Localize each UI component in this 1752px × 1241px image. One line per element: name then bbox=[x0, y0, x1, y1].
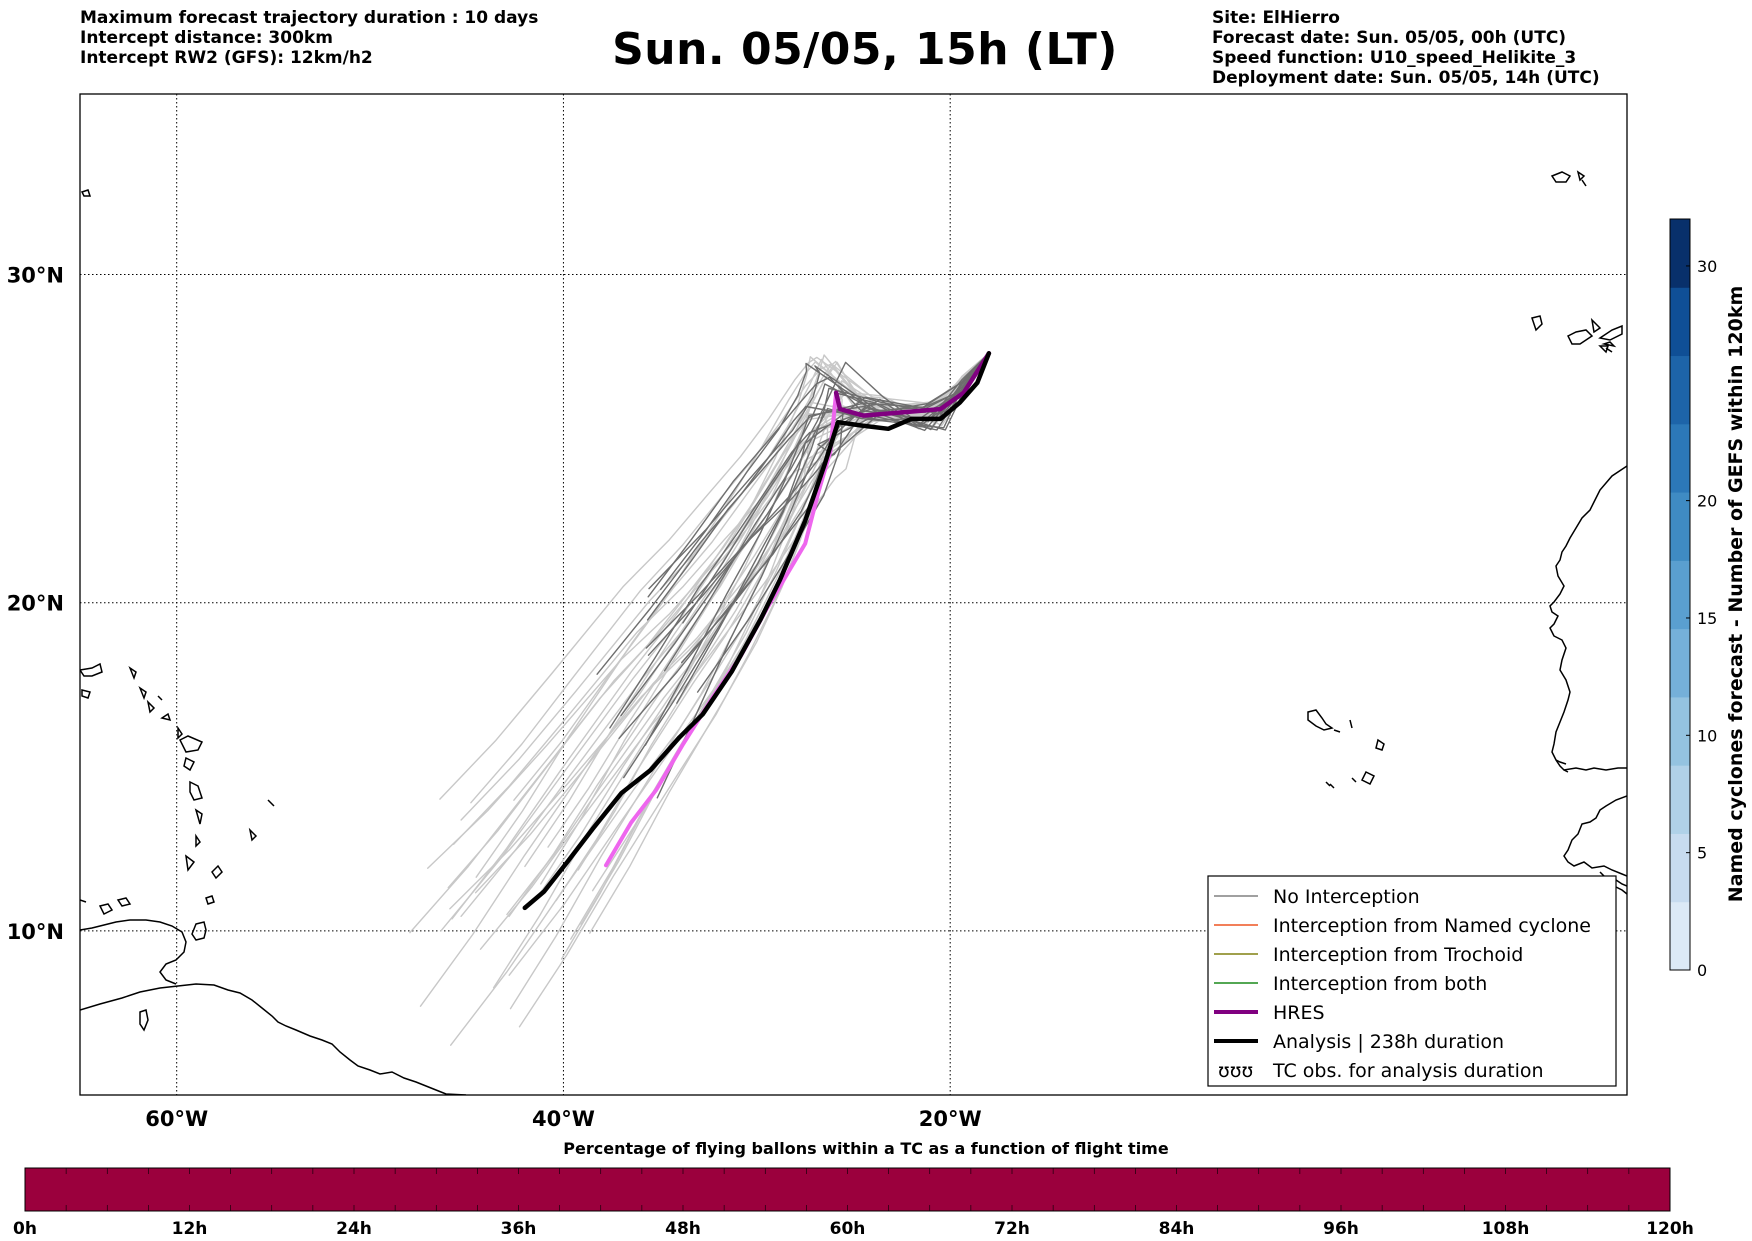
colorbar-tick-label: 0 bbox=[1697, 961, 1707, 980]
percentage-tick-label: 72h bbox=[994, 1219, 1030, 1239]
percentage-tick-label: 84h bbox=[1159, 1219, 1195, 1239]
coast-venezuela-north bbox=[80, 919, 187, 985]
percentage-bar-title: Percentage of flying ballons within a TC… bbox=[563, 1139, 1169, 1158]
cyclone-colorbar: 0 5 10 15 20 30 Named cyclones forecast - Num… bbox=[1669, 218, 1747, 980]
no-interception-trajectory bbox=[648, 352, 990, 590]
colorbar-tick-label: 10 bbox=[1697, 726, 1717, 745]
speed-function-line: Speed function: U10_speed_Helikite_3 bbox=[1212, 48, 1577, 68]
coast-south-america bbox=[80, 983, 467, 1095]
axis-labels: 30°N 20°N 10°N 60°W 40°W 20°W bbox=[7, 264, 982, 1131]
param-line-duration: Maximum forecast trajectory duration : 1… bbox=[80, 8, 539, 28]
colorbar-segment bbox=[1670, 560, 1690, 630]
param-line-distance: Intercept distance: 300km bbox=[80, 28, 333, 48]
ensemble-member-trajectory bbox=[577, 352, 990, 871]
map-frame bbox=[79, 93, 1628, 1096]
analysis-trajectory bbox=[522, 351, 992, 911]
coast-cape-verde bbox=[1307, 709, 1385, 789]
legend-label: Interception from both bbox=[1273, 973, 1487, 995]
colorbar-tick-label: 30 bbox=[1697, 257, 1717, 276]
latitude-label: 30°N bbox=[7, 264, 64, 288]
forecast-date-line: Forecast date: Sun. 05/05, 00h (UTC) bbox=[1212, 28, 1567, 48]
coast-islands-small bbox=[98, 895, 215, 1032]
tc-obs-symbol: ʊʊʊ bbox=[1218, 1060, 1253, 1082]
legend-label: HRES bbox=[1273, 1002, 1325, 1024]
colorbar-tick-label: 20 bbox=[1697, 492, 1717, 511]
percentage-bar: Percentage of flying ballons within a TC… bbox=[13, 1139, 1694, 1239]
legend: No Interception Interception from Named c… bbox=[1207, 875, 1617, 1087]
colorbar-segment bbox=[1670, 696, 1690, 766]
longitude-label: 40°W bbox=[532, 1107, 595, 1131]
colorbar-segment bbox=[1670, 628, 1690, 698]
param-line-intercept: Intercept RW2 (GFS): 12km/h2 bbox=[80, 48, 373, 68]
colorbar-tick-label: 15 bbox=[1697, 609, 1717, 628]
percentage-tick-label: 0h bbox=[13, 1219, 37, 1239]
ensemble-member-trajectory bbox=[524, 352, 990, 868]
hres-trajectory bbox=[833, 351, 992, 418]
legend-label: Interception from Named cyclone bbox=[1273, 915, 1591, 937]
legend-label: Interception from Trochoid bbox=[1273, 944, 1523, 966]
map-title: Sun. 05/05, 15h (LT) bbox=[612, 24, 1118, 75]
coast-africa-guinea bbox=[1563, 795, 1627, 877]
no-interception-trajectory bbox=[623, 352, 990, 779]
colorbar-segment bbox=[1670, 765, 1690, 834]
coastlines bbox=[80, 170, 1627, 1095]
colorbar-segment bbox=[1670, 219, 1690, 288]
legend-label: TC obs. for analysis duration bbox=[1272, 1060, 1544, 1082]
no-interception-trajectory bbox=[682, 352, 990, 624]
longitude-label: 20°W bbox=[919, 1107, 982, 1131]
coast-canary-islands bbox=[1531, 315, 1623, 354]
percentage-tick-label: 36h bbox=[501, 1219, 537, 1239]
longitude-label: 60°W bbox=[145, 1107, 208, 1131]
percentage-tick-label: 96h bbox=[1323, 1219, 1359, 1239]
legend-box bbox=[1207, 875, 1617, 1087]
colorbar-frame bbox=[1669, 218, 1691, 971]
colorbar-segment bbox=[1670, 833, 1690, 903]
colorbar-segment bbox=[1670, 287, 1690, 357]
percentage-tick-label: 60h bbox=[830, 1219, 866, 1239]
percentage-bar-fill bbox=[24, 1167, 1671, 1212]
colorbar-title: Named cyclones forecast - Number of GEFS… bbox=[1725, 286, 1747, 903]
forecast-parameters: Maximum forecast trajectory duration : 1… bbox=[80, 8, 538, 68]
site-information: Site: ElHierro Forecast date: Sun. 05/05… bbox=[1212, 8, 1600, 88]
latitude-label: 20°N bbox=[7, 592, 64, 616]
legend-label: No Interception bbox=[1273, 886, 1420, 908]
no-interception-trajectory bbox=[656, 352, 990, 799]
deployment-date-line: Deployment date: Sun. 05/05, 14h (UTC) bbox=[1212, 68, 1600, 88]
coast-lesser-antilles bbox=[80, 662, 275, 880]
percentage-tick-label: 12h bbox=[172, 1219, 208, 1239]
latitude-label: 10°N bbox=[7, 920, 64, 944]
colorbar-segment bbox=[1670, 355, 1690, 425]
percentage-tick-label: 24h bbox=[336, 1219, 372, 1239]
coast-islands-far-left bbox=[80, 189, 92, 903]
site-line: Site: ElHierro bbox=[1212, 8, 1340, 28]
coast-trinidad bbox=[191, 921, 207, 941]
colorbar-segment bbox=[1670, 901, 1690, 971]
colorbar-tick-label: 5 bbox=[1697, 844, 1707, 863]
percentage-tick-label: 108h bbox=[1482, 1219, 1530, 1239]
colorbar-segment bbox=[1670, 492, 1690, 561]
colorbar-segment bbox=[1670, 423, 1690, 493]
coast-africa-gambia bbox=[1555, 759, 1627, 895]
legend-label: Analysis | 238h duration bbox=[1273, 1031, 1504, 1053]
no-interception-trajectory bbox=[644, 352, 990, 746]
no-interception-trajectory bbox=[696, 352, 990, 693]
percentage-tick-label: 120h bbox=[1646, 1219, 1694, 1239]
percentage-tick-label: 48h bbox=[665, 1219, 701, 1239]
trajectory-layer bbox=[409, 351, 992, 1046]
coast-africa-west bbox=[1549, 465, 1627, 771]
coast-madeira bbox=[1550, 170, 1587, 187]
